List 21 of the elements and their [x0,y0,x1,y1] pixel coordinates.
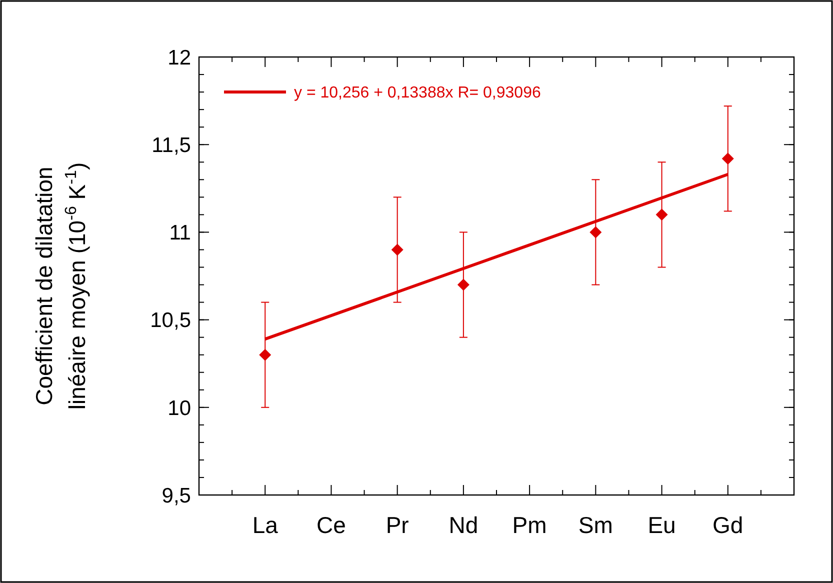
legend-label: y = 10,256 + 0,13388x R= 0,93096 [294,84,541,102]
x-tick-label: Pm [512,512,547,538]
x-tick-label: Ce [316,512,346,538]
point [391,244,404,256]
y-tick-label: 9,5 [162,484,191,508]
x-tick-label: La [252,512,278,538]
x-tick-label: Eu [648,512,676,538]
y-tick-label: 11,5 [152,134,191,157]
point [590,226,602,238]
y-tick-label: 10 [168,396,191,420]
y-tick-label: 11 [169,222,191,245]
x-tick-label: Pr [386,512,410,538]
y-tick-label: 10,5 [150,309,191,332]
x-tick-label: Sm [578,512,613,538]
y-tick-label: 12 [168,46,191,70]
x-tick-label: Nd [448,512,478,538]
point [259,348,272,361]
point [457,278,470,291]
x-tick-label: Gd [712,512,744,538]
point [722,152,734,165]
point [656,208,668,221]
